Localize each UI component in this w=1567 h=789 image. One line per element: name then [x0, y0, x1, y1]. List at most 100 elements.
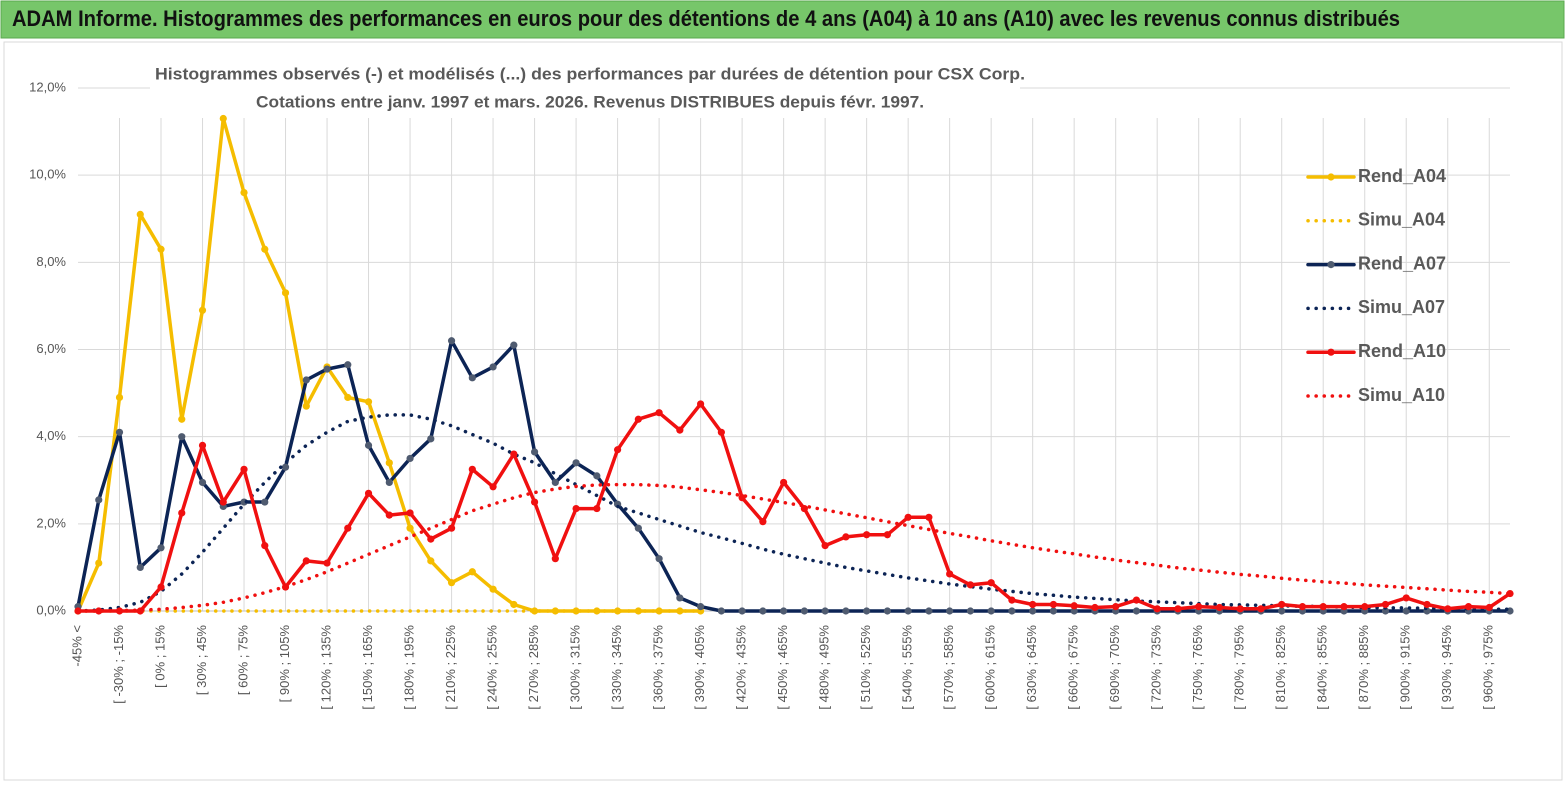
data-point: [1298, 603, 1307, 611]
legend-label: Simu_A10: [1358, 385, 1445, 405]
data-point: [1402, 607, 1410, 615]
data-point: [281, 463, 290, 471]
data-point: [447, 524, 456, 532]
x-tick-label: [ 330% ; 345%: [609, 625, 624, 710]
data-point: [634, 415, 642, 423]
data-point: [1070, 602, 1078, 610]
data-point: [510, 341, 518, 349]
data-point: [946, 570, 954, 578]
data-point: [302, 557, 310, 565]
data-point: [1485, 603, 1493, 612]
data-point: [1381, 607, 1390, 615]
data-point: [842, 607, 850, 615]
y-tick-label: 12,0%: [29, 79, 66, 94]
data-point: [1029, 600, 1037, 609]
data-point: [1070, 607, 1078, 615]
data-point: [1008, 607, 1016, 615]
x-tick-label: -45% <: [69, 625, 84, 667]
header-bar: [0, 0, 1565, 39]
title-box: [150, 60, 1020, 118]
data-point: [427, 557, 435, 565]
data-point: [1215, 603, 1224, 612]
data-point: [593, 472, 601, 480]
data-point: [1174, 605, 1182, 613]
data-point: [385, 459, 393, 467]
data-point: [468, 568, 476, 576]
data-point: [136, 563, 144, 572]
data-point: [738, 607, 746, 615]
data-point: [364, 441, 373, 449]
data-point: [1402, 594, 1410, 602]
data-point: [530, 607, 539, 615]
data-point: [863, 607, 871, 615]
data-point: [1049, 607, 1058, 615]
data-point: [925, 513, 933, 521]
data-point: [966, 581, 975, 589]
x-tick-label: [ 480% ; 495%: [817, 625, 832, 710]
data-point: [821, 542, 829, 550]
data-point: [447, 337, 456, 345]
data-point: [198, 306, 207, 314]
data-point: [613, 446, 622, 454]
data-point: [489, 483, 497, 491]
legend-label: Simu_A04: [1358, 210, 1445, 230]
legend-marker: [1327, 261, 1335, 269]
y-tick-label: 4,0%: [36, 428, 66, 443]
x-tick-label: [ 180% ; 195%: [401, 625, 416, 710]
x-tick-label: [ 120% ; 135%: [318, 625, 333, 710]
x-tick-label: [ 810% ; 825%: [1273, 625, 1288, 710]
data-point: [530, 498, 539, 506]
x-tick-label: [ 60% ; 75%: [235, 625, 250, 696]
x-tick-label: [ 900% ; 915%: [1398, 625, 1413, 710]
data-point: [157, 544, 165, 552]
y-tick-label: 10,0%: [29, 167, 66, 182]
legend-marker: [1327, 173, 1335, 181]
data-point: [281, 289, 290, 297]
x-tick-label: [ 540% ; 555%: [900, 625, 915, 710]
data-point: [157, 583, 165, 591]
x-tick-label: [ 750% ; 765%: [1190, 625, 1205, 710]
data-point: [468, 465, 476, 473]
data-point: [344, 393, 352, 402]
data-point: [1464, 603, 1473, 611]
data-point: [655, 607, 663, 615]
x-tick-label: [ 360% ; 375%: [651, 625, 666, 710]
data-point: [1340, 603, 1348, 611]
data-point: [717, 428, 725, 436]
data-point: [115, 393, 124, 402]
data-point: [468, 374, 476, 382]
data-point: [572, 504, 580, 513]
x-tick-label: [ 780% ; 795%: [1232, 625, 1247, 710]
x-tick-label: [ 720% ; 735%: [1149, 625, 1164, 710]
data-point: [95, 496, 103, 504]
data-point: [655, 555, 663, 563]
data-point: [136, 210, 144, 218]
data-point: [593, 504, 601, 513]
data-point: [95, 607, 103, 615]
data-point: [842, 533, 850, 541]
data-point: [198, 478, 207, 487]
x-tick-label: [ 840% ; 855%: [1315, 625, 1330, 710]
data-point: [883, 531, 891, 539]
x-tick-label: [ 960% ; 975%: [1481, 625, 1496, 710]
data-point: [344, 361, 352, 369]
x-tick-label: [ 0% ; 15%: [152, 625, 167, 688]
data-point: [821, 607, 829, 615]
x-tick-label: [ 690% ; 705%: [1107, 625, 1122, 710]
data-point: [613, 607, 622, 615]
data-point: [780, 607, 788, 615]
data-point: [676, 607, 684, 615]
series-line: [76, 482, 1512, 613]
data-point: [364, 489, 373, 497]
data-point: [1361, 603, 1369, 611]
data-point: [157, 245, 165, 253]
data-point: [219, 114, 227, 123]
data-point: [240, 189, 248, 197]
data-point: [759, 607, 767, 615]
data-point: [178, 433, 186, 441]
chart-title: Histogrammes observés (-) et modélisés (…: [155, 64, 1025, 83]
legend-label: Rend_A07: [1358, 253, 1446, 273]
legend-label: Simu_A07: [1358, 297, 1445, 317]
x-tick-label: [ 270% ; 285%: [526, 625, 541, 710]
data-point: [676, 594, 684, 602]
